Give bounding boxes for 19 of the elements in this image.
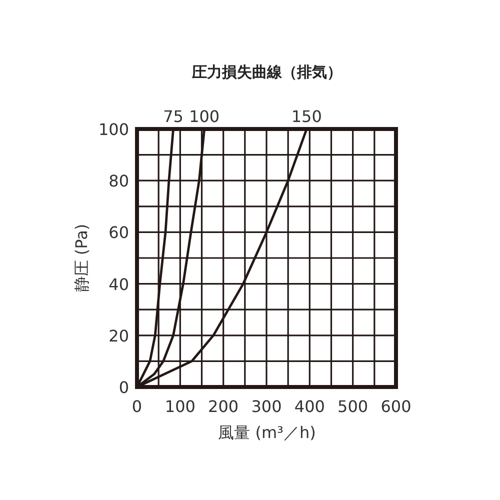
x-tick-label: 600 bbox=[380, 397, 412, 416]
y-tick-label: 0 bbox=[118, 378, 129, 397]
y-axis-title: 静圧 (Pa) bbox=[72, 224, 91, 292]
x-axis-title: 風量 (m³／h) bbox=[218, 423, 316, 442]
series-label: 75 bbox=[163, 107, 184, 126]
series-label: 100 bbox=[189, 107, 220, 126]
y-tick-label: 100 bbox=[98, 120, 129, 139]
x-tick-label: 300 bbox=[251, 397, 282, 416]
x-tick-label: 200 bbox=[208, 397, 239, 416]
x-tick-label: 0 bbox=[132, 397, 142, 416]
y-tick-label: 40 bbox=[108, 274, 129, 294]
x-tick-label: 100 bbox=[164, 397, 196, 416]
y-tick-label: 80 bbox=[108, 172, 129, 191]
series-label: 150 bbox=[291, 107, 322, 126]
chart-title: 圧力損失曲線（排気） bbox=[191, 63, 342, 81]
x-tick-label: 500 bbox=[338, 397, 368, 416]
y-tick-label: 60 bbox=[108, 223, 129, 242]
y-tick-label: 20 bbox=[108, 326, 129, 346]
x-tick-label: 400 bbox=[294, 397, 325, 416]
